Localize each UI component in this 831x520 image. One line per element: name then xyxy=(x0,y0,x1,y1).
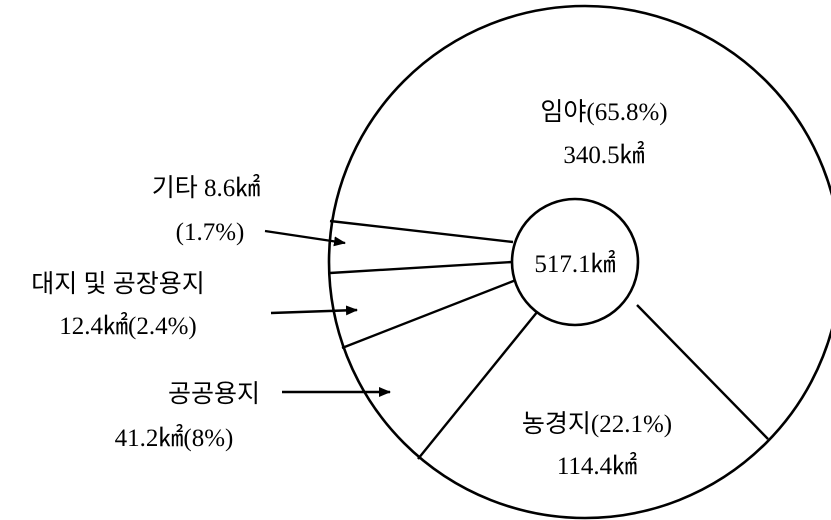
boundary-residential-other xyxy=(329,260,513,275)
arrow-other xyxy=(264,229,346,247)
slice-value-farmland: 114.4㎢ xyxy=(557,452,637,480)
slice-label-farmland: 농경지(22.1%) xyxy=(522,410,672,438)
slice-value-other: (1.7%) xyxy=(176,219,245,246)
slice-label-other: 기타 8.6㎢ xyxy=(152,174,261,202)
boundary-forest-farmland xyxy=(636,304,769,440)
slice-label-residential: 대지 및 공장용지 xyxy=(31,270,205,298)
total-label: 517.1㎢ xyxy=(534,250,615,278)
center-total-circle xyxy=(510,197,640,327)
arrow-residential xyxy=(270,305,358,316)
outer-circle xyxy=(327,4,831,520)
slice-label-forest: 임야(65.8%) xyxy=(540,98,667,126)
boundary-public-residential xyxy=(341,278,517,350)
slice-label-public: 공공용지 xyxy=(168,380,260,408)
boundary-other-forest xyxy=(329,219,514,244)
slice-value-forest: 340.5㎢ xyxy=(563,141,644,169)
boundary-farmland-public xyxy=(417,305,543,460)
slice-value-public: 41.2㎢(8%) xyxy=(115,424,234,452)
slice-value-residential: 12.4㎢(2.4%) xyxy=(59,312,196,340)
